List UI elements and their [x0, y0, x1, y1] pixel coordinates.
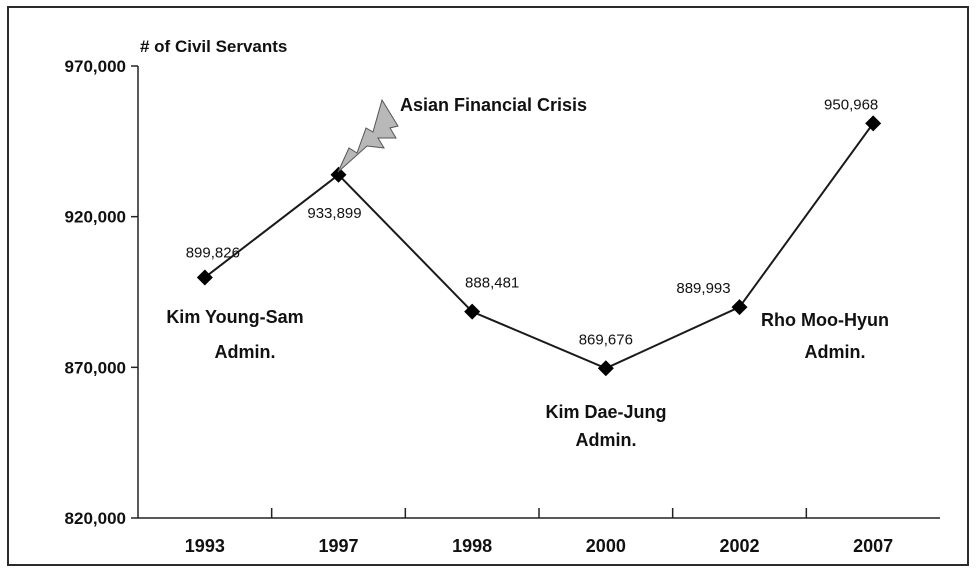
annotation-rho-moo-hyun-line2: Admin.: [805, 342, 866, 362]
data-label-1997: 933,899: [307, 205, 361, 222]
series-line: [204, 122, 874, 370]
data-labels: 899,826 933,899 888,481 869,676 889,993 950,9…: [186, 96, 879, 348]
data-point-1998: [464, 303, 481, 320]
x-tick-label-1998: 1998: [452, 536, 492, 556]
annotation-kim-dae-jung-line1: Kim Dae-Jung: [545, 402, 666, 422]
annotation-asian-financial-crisis: Asian Financial Crisis: [400, 95, 587, 115]
chart-frame: [7, 6, 969, 566]
y-tick-labels: 820,000 870,000 920,000 970,000: [65, 57, 126, 528]
annotation-kim-young-sam-line2: Admin.: [215, 342, 276, 362]
series-polyline: [204, 122, 874, 370]
x-tick-label-1997: 1997: [318, 536, 358, 556]
y-tick-label-0: 820,000: [65, 509, 126, 528]
x-tick-label-1993: 1993: [185, 536, 225, 556]
data-point-1993: [196, 269, 213, 286]
data-label-1998: 888,481: [465, 275, 519, 292]
y-axis-label: # of Civil Servants: [140, 37, 287, 56]
annotation-kim-young-sam-line1: Kim Young-Sam: [166, 307, 303, 327]
x-tick-labels: 1993 1997 1998 2000 2002 2007: [185, 536, 893, 556]
y-tick-label-3: 970,000: [65, 57, 126, 76]
x-tick-label-2002: 2002: [719, 536, 759, 556]
y-tick-label-1: 870,000: [65, 358, 126, 377]
data-point-2000: [597, 360, 614, 377]
axes: [131, 65, 940, 519]
data-label-2002: 889,993: [676, 280, 730, 297]
x-tick-label-2000: 2000: [586, 536, 626, 556]
data-point-2002: [731, 299, 748, 316]
data-label-1993: 899,826: [186, 244, 240, 261]
data-point-1997: [330, 166, 347, 183]
data-label-2000: 869,676: [579, 331, 633, 348]
annotation-rho-moo-hyun-line1: Rho Moo-Hyun: [761, 310, 889, 330]
data-point-2007: [865, 115, 882, 132]
annotation-kim-dae-jung-line2: Admin.: [576, 430, 637, 450]
x-tick-label-2007: 2007: [853, 536, 893, 556]
lightning-bolt-icon: [337, 98, 399, 173]
data-label-2007: 950,968: [824, 96, 878, 113]
data-points: [196, 115, 882, 377]
y-tick-label-2: 920,000: [65, 208, 126, 227]
